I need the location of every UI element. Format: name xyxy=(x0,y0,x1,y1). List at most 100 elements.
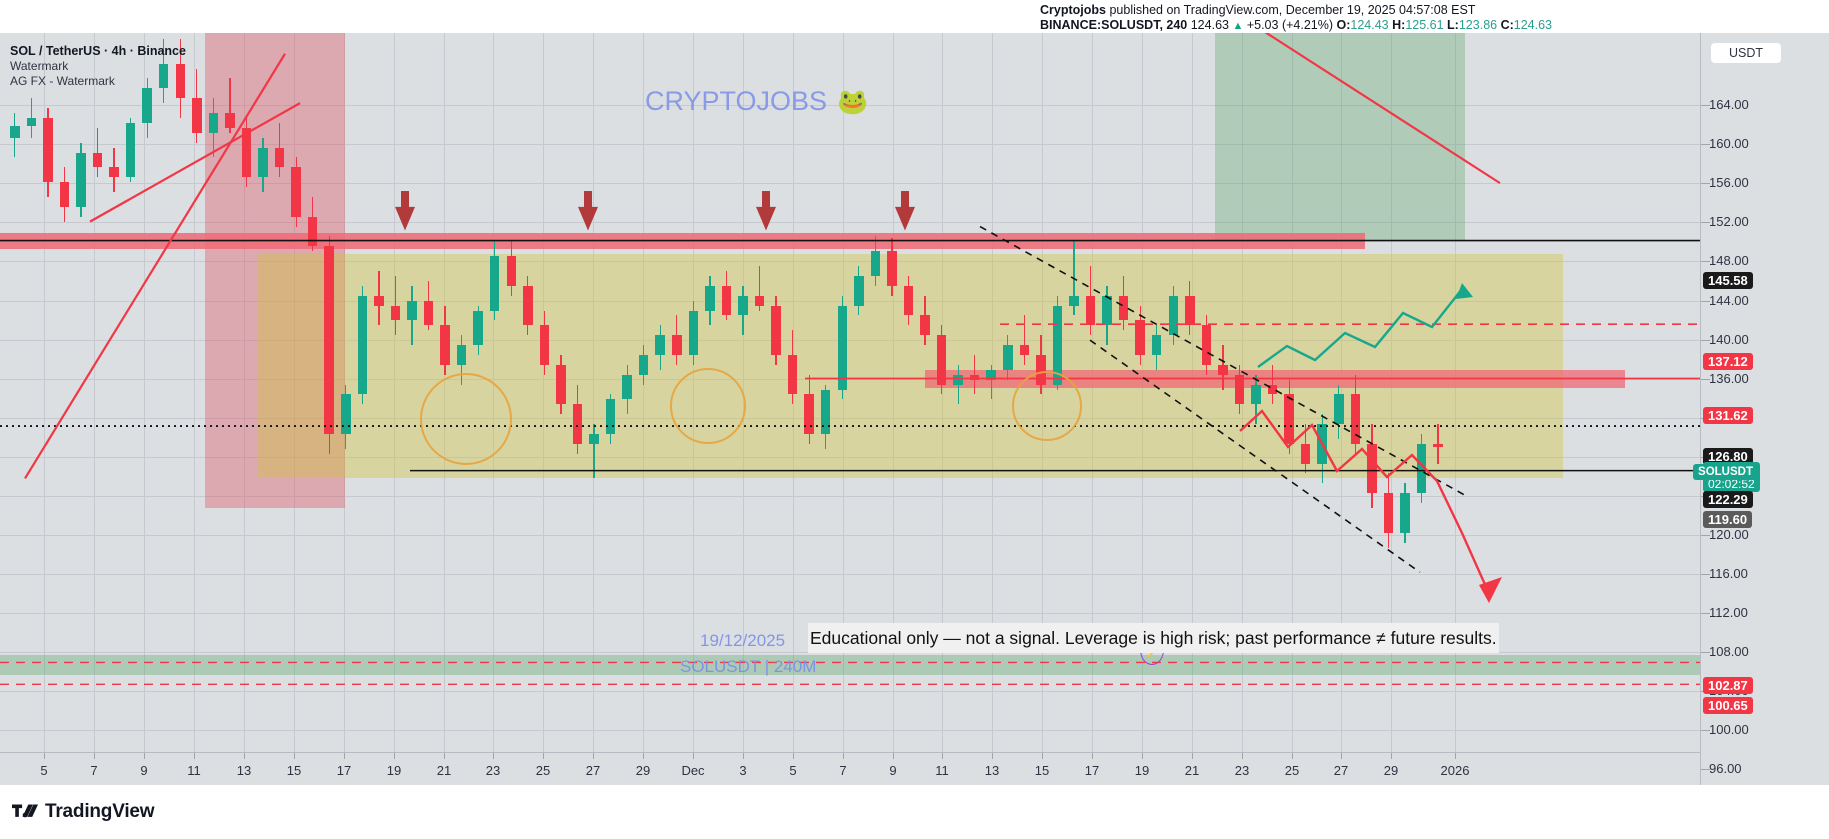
rejection-arrow-down-icon xyxy=(395,191,415,231)
price-tick-line xyxy=(1701,144,1710,145)
price-tick-line xyxy=(1701,340,1710,341)
time-axis[interactable]: 5 7 9 11 13 15 17 19 21 23 25 27 29 Dec 3 5 7 9 11 13 15 17 19… xyxy=(0,752,1700,785)
time-tick-label: 21 xyxy=(436,763,452,778)
time-tick-label: 23 xyxy=(1234,763,1250,778)
candle-body xyxy=(76,152,86,207)
publisher-name: Cryptojobs xyxy=(1040,3,1106,17)
time-tick-label: 2026 xyxy=(1440,763,1470,778)
price-axis-label[interactable]: 126.80 xyxy=(1703,448,1753,465)
open-label: O: xyxy=(1336,18,1351,32)
candle-body xyxy=(804,394,814,434)
grid-line-h xyxy=(0,457,1700,458)
change-up-icon: ▲ xyxy=(1232,20,1244,32)
time-tick-line xyxy=(344,753,345,759)
grid-line-v xyxy=(194,33,195,752)
candle-body xyxy=(489,256,500,311)
legend-watermark-2: AG FX - Watermark xyxy=(10,74,115,88)
chart-header: Cryptojobs published on TradingView.com,… xyxy=(0,0,1829,33)
price-pane[interactable]: SOL / TetherUS · 4h · Binance Watermark … xyxy=(0,33,1700,752)
band-resistance-145 xyxy=(0,232,1365,250)
grid-line-h xyxy=(0,144,1700,145)
candle-body xyxy=(605,399,616,434)
price-axis-label[interactable]: 122.29 xyxy=(1703,491,1753,508)
low-label: L: xyxy=(1447,18,1459,32)
price-tick-label: 136.00 xyxy=(1709,371,1749,386)
grid-line-v xyxy=(144,33,145,752)
candle-body xyxy=(523,285,533,326)
center-watermark-text: CRYPTOJOBS xyxy=(645,86,828,116)
grid-line-h xyxy=(0,183,1700,184)
candle-body xyxy=(1267,384,1278,395)
time-tick-label: 13 xyxy=(236,763,252,778)
price-axis-label[interactable]: 137.12 xyxy=(1703,353,1753,370)
candle-body xyxy=(1218,364,1228,375)
change-absolute: +5.03 xyxy=(1246,18,1279,32)
candle-body xyxy=(440,325,450,365)
candle-body xyxy=(837,305,847,390)
grid-line-h xyxy=(0,496,1700,497)
price-tick-label: 148.00 xyxy=(1709,253,1749,268)
time-tick-label: 19 xyxy=(386,763,402,778)
candle-body xyxy=(556,364,566,405)
price-axis-label[interactable]: 145.58 xyxy=(1703,272,1753,289)
bearish-arrow-head xyxy=(1479,577,1502,603)
candle-body xyxy=(572,404,583,444)
candle-body xyxy=(26,117,37,126)
grid-line-v xyxy=(394,33,395,752)
price-tick-label: 100.00 xyxy=(1709,722,1749,737)
low-value: 123.86 xyxy=(1458,18,1498,32)
candle-body xyxy=(506,256,516,286)
watermark-symbol: SOLUSDT | 240M xyxy=(680,657,817,676)
candle-body xyxy=(357,295,368,395)
time-tick-line xyxy=(1242,753,1243,759)
candle-body xyxy=(307,216,318,247)
candle-body xyxy=(936,335,947,385)
price-tick-line xyxy=(1701,535,1710,536)
candle-body xyxy=(1334,394,1344,425)
price-tick-line xyxy=(1701,613,1710,614)
rejection-arrow-down-icon xyxy=(895,191,915,231)
time-tick-label: 15 xyxy=(286,763,302,778)
candle-body xyxy=(1185,295,1195,326)
candle-body xyxy=(59,182,70,207)
price-axis-label[interactable]: 102.87 xyxy=(1703,677,1753,694)
time-tick-line xyxy=(394,753,395,759)
currency-chip[interactable]: USDT xyxy=(1711,43,1781,63)
grid-line-v xyxy=(893,33,894,752)
price-axis[interactable]: USDT 164.00 160.00 156.00 152.00 148.00 144.0… xyxy=(1693,33,1829,785)
candle-body xyxy=(192,98,202,133)
frog-icon: 🐸 xyxy=(837,88,869,116)
candle-body xyxy=(258,147,268,178)
price-axis-label[interactable]: 100.65 xyxy=(1703,697,1753,714)
time-tick-label: 5 xyxy=(40,763,48,778)
chart-legend[interactable]: SOL / TetherUS · 4h · Binance Watermark … xyxy=(10,44,186,89)
candle-body xyxy=(854,275,864,306)
time-tick-line xyxy=(444,753,445,759)
candle-body xyxy=(721,285,732,316)
time-tick-line xyxy=(1042,753,1043,759)
time-tick-line xyxy=(1341,753,1342,759)
time-tick-line xyxy=(843,753,844,759)
symbol-interval: BINANCE:SOLUSDT, 240 xyxy=(1040,18,1188,32)
time-tick-label: 29 xyxy=(1383,763,1399,778)
time-tick-line xyxy=(693,753,694,759)
candle-body xyxy=(1234,374,1245,405)
last-price: 124.63 xyxy=(1190,18,1229,32)
time-tick-line xyxy=(1391,753,1392,759)
candle-body xyxy=(887,251,897,286)
candle-body xyxy=(241,127,252,178)
candle-body xyxy=(589,433,599,444)
time-tick-line xyxy=(44,753,45,759)
tradingview-mark-icon xyxy=(12,804,38,817)
price-tick-line xyxy=(1701,379,1710,380)
tradingview-logo[interactable]: TradingView xyxy=(12,801,155,823)
chart-container[interactable]: SOL / TetherUS · 4h · Binance Watermark … xyxy=(0,33,1829,785)
time-tick-label: 29 xyxy=(635,763,651,778)
price-axis-label[interactable]: 131.62 xyxy=(1703,407,1753,424)
candle-body xyxy=(539,325,550,365)
price-axis-label[interactable]: 119.60 xyxy=(1703,511,1753,528)
candle-body xyxy=(324,246,334,434)
grid-line-v xyxy=(942,33,943,752)
candle-body xyxy=(1383,493,1394,533)
price-tick-label: 160.00 xyxy=(1709,136,1749,151)
